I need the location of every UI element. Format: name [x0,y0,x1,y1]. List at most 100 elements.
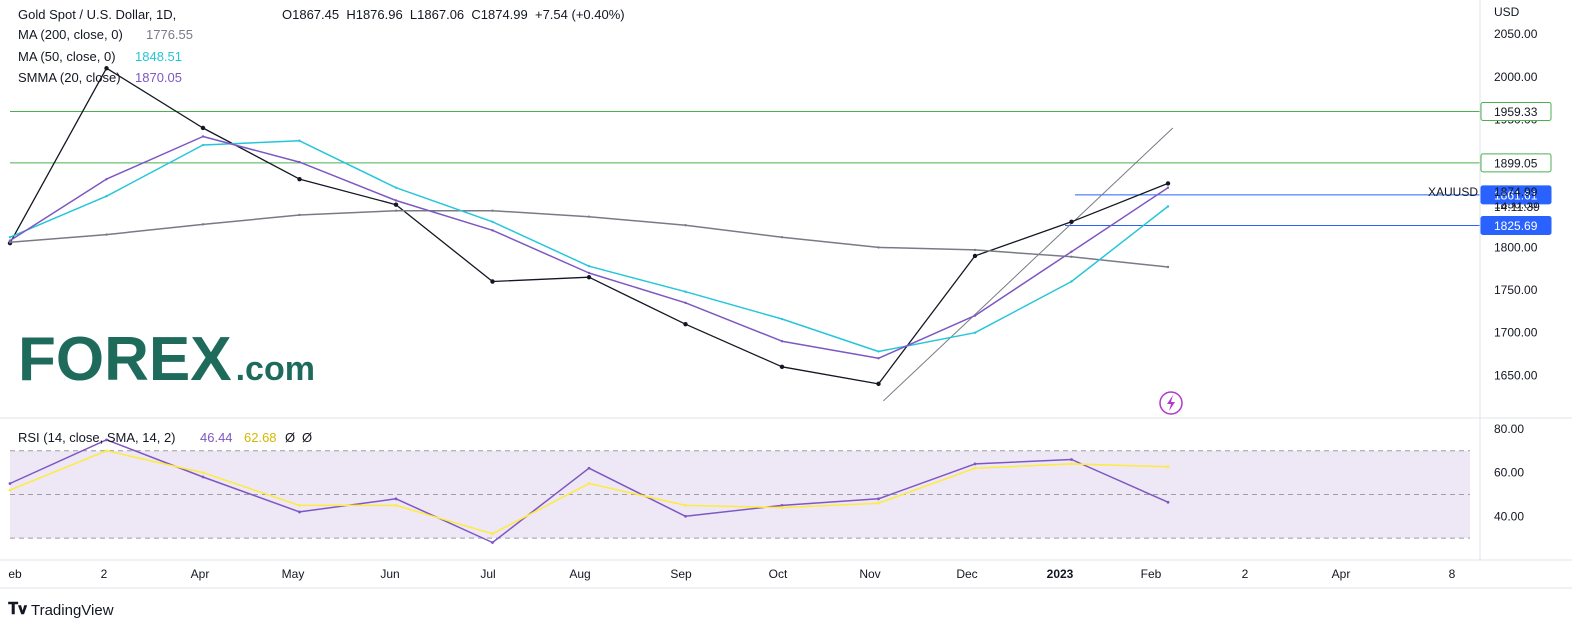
price-series-point [780,317,784,321]
time-axis-label: Oct [769,567,788,581]
time-axis-label: 2 [101,567,108,581]
price-series-point [490,279,495,284]
price-series-point [587,264,591,268]
rsi-series-point [780,503,784,507]
rsi-tick-label: 80.00 [1494,422,1524,436]
indicator-smma20-value: 1870.05 [135,70,182,85]
time-axis-label: 8 [1449,567,1456,581]
price-pane[interactable] [7,66,1480,402]
ohlc-values: O1867.45 H1876.96 L1867.06 C1874.99 +7.5… [282,7,625,22]
lightning-icon[interactable] [1159,391,1183,415]
price-series-point [973,331,977,334]
price-tick-label: 1800.00 [1494,240,1538,254]
price-series-point [1166,265,1170,269]
price-series-point [8,235,12,239]
rsi-tick-label: 40.00 [1494,509,1524,523]
rsi-series-point [1070,462,1073,466]
rsi-sma-value: 62.68 [244,430,277,445]
price-series-point [683,321,688,327]
rsi-series-point [8,488,12,492]
rsi-series-point [105,449,108,453]
price-series-point [491,220,494,223]
price-series-point [587,215,591,218]
price-series-point [200,125,206,131]
price-series-point [1070,280,1073,283]
rsi-ticks: 80.00 60.00 40.00 [1494,422,1524,523]
time-axis[interactable]: eb 2 Apr May Jun Jul Aug Sep Oct Nov Dec 2023 Feb 2 Ap… [8,567,1455,581]
rsi-series-point [684,514,687,518]
price-series-point [586,275,592,280]
price-series-point [201,143,205,147]
time-axis-label: Apr [1332,567,1351,581]
rsi-extra-2: Ø [302,430,312,445]
price-badge: 1959.33 [1480,101,1552,121]
time-axis-label: Nov [859,567,880,581]
price-series-point [394,186,398,189]
lightning-icon-bolt [1167,395,1175,411]
price-series-point [684,301,687,305]
rsi-series-point [394,503,398,507]
price-badge: 1861.61 [1480,185,1552,205]
price-badge-label: 1899.05 [1494,156,1538,170]
rsi-series-point [587,466,591,470]
price-series-point [491,209,494,212]
price-series-point [973,314,977,317]
rsi-series-point [1166,500,1170,504]
indicator-legend: MA (200, close, 0) 1776.55 MA (50, close… [18,27,193,85]
price-series-point [491,229,494,232]
time-axis-label: May [282,567,305,581]
countdown-label: 14:11:39 [1494,200,1540,214]
time-axis-label: Aug [569,567,590,581]
rsi-series-point [877,497,880,501]
price-series-point [779,364,785,370]
tradingview-logo-icon: 𝐓𝐯 [8,601,27,618]
price-badge-box [1480,101,1552,121]
price-series-point [973,248,977,252]
tradingview-brand-text: TradingView [30,601,114,619]
indicator-ma50-label: MA (50, close, 0) [18,49,116,64]
price-series-point [8,239,12,242]
price-series-point [1166,205,1170,208]
price-axis-currency: USD [1494,5,1520,19]
lightning-icon-ring [1159,391,1183,415]
price-axis[interactable]: USD 2050.002000.001950.001900.001850.001… [1428,5,1552,382]
rsi-pane[interactable] [8,438,1470,544]
price-series-point [684,290,687,293]
rsi-series-point [1070,458,1073,461]
rsi-series-point [105,438,108,442]
time-axis-label: Jul [480,567,495,581]
rsi-series-point [587,482,591,485]
price-series-point [298,160,301,164]
watermark-brand: FOREX .com [18,325,315,394]
price-badge-box [1480,185,1552,205]
price-badge: 1899.05 [1480,153,1552,173]
price-series-point [877,350,880,353]
forex-watermark: FOREX .com [18,325,315,394]
price-badge-label: 1825.69 [1494,219,1538,233]
price-series-point [1070,250,1073,253]
footer-tradingview[interactable]: 𝐓𝐯 TradingView [8,601,114,619]
price-series-point [201,223,205,226]
price-series-point [201,135,205,138]
price-badge-label: 1861.61 [1494,188,1538,202]
trend-line [882,127,1174,402]
price-badges: 1959.33 1899.05 1861.61 1825.69 [1480,101,1552,235]
rsi-series-point [201,475,205,479]
price-series-point [780,235,784,239]
indicator-ma200-value: 1776.55 [146,27,193,42]
rsi-series-point [201,471,205,475]
indicator-smma20-label: SMMA (20, close) [18,70,121,85]
rsi-series-point [8,482,12,485]
rsi-series-point [394,497,398,501]
time-axis-label: Dec [956,567,977,581]
rsi-series-point [973,462,977,466]
rsi-series-point [298,510,301,514]
rsi-legend: RSI (14, close, SMA, 14, 2) 46.44 62.68 … [18,422,1524,523]
rsi-extra-1: Ø [285,430,295,445]
time-axis-label: Sep [670,567,692,581]
price-series-point [684,224,687,227]
price-series-point [105,177,108,181]
header: Gold Spot / U.S. Dollar, 1D, O1867.45 H1… [18,7,625,22]
